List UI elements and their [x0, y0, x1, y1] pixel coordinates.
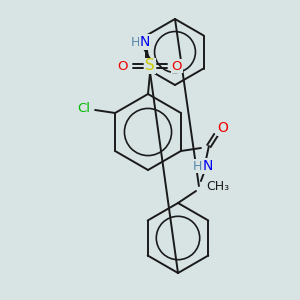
- Text: O: O: [118, 59, 128, 73]
- Text: O: O: [218, 121, 228, 135]
- Text: O: O: [172, 59, 182, 73]
- Text: H: H: [193, 160, 203, 172]
- Text: CH₃: CH₃: [206, 181, 229, 194]
- Text: H: H: [130, 35, 140, 49]
- Text: N: N: [203, 159, 213, 173]
- Text: Cl: Cl: [78, 101, 91, 115]
- Text: S: S: [145, 58, 155, 74]
- Text: N: N: [140, 35, 150, 49]
